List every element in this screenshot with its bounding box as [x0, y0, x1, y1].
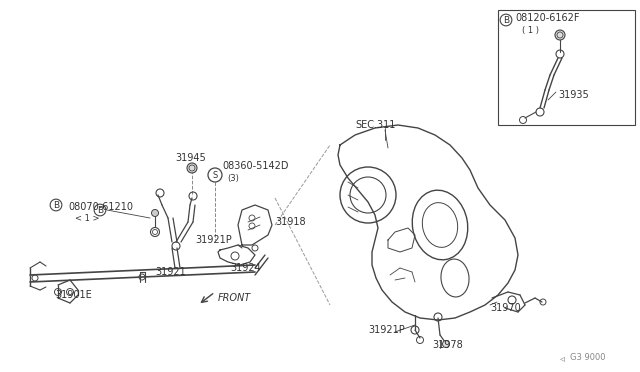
Circle shape: [187, 163, 197, 173]
Text: 31901E: 31901E: [55, 290, 92, 300]
Text: ( 1 ): ( 1 ): [522, 26, 539, 35]
Text: 31918: 31918: [275, 217, 306, 227]
Text: 31935: 31935: [558, 90, 589, 100]
Text: ◃: ◃: [560, 353, 565, 363]
Circle shape: [442, 340, 449, 347]
Text: 31945: 31945: [175, 153, 205, 163]
Text: G3 9000: G3 9000: [570, 353, 605, 362]
Text: 31921P: 31921P: [368, 325, 404, 335]
Text: FRONT: FRONT: [218, 293, 252, 303]
Text: 08360-5142D: 08360-5142D: [222, 161, 289, 171]
Text: (3): (3): [227, 173, 239, 183]
Text: 31921: 31921: [155, 267, 186, 277]
Circle shape: [555, 30, 565, 40]
Text: 08120-6162F: 08120-6162F: [515, 13, 579, 23]
Circle shape: [152, 209, 159, 217]
Text: 31921P: 31921P: [195, 235, 232, 245]
Text: S: S: [212, 170, 218, 180]
Text: 31978: 31978: [432, 340, 463, 350]
Text: 31924: 31924: [230, 263, 260, 273]
Bar: [498, 10, 635, 125]
Text: B: B: [97, 205, 103, 215]
Text: 08070-61210: 08070-61210: [68, 202, 133, 212]
Text: B: B: [53, 201, 59, 209]
Text: < 1 >: < 1 >: [75, 214, 99, 222]
Text: SEC.311: SEC.311: [355, 120, 396, 130]
Text: B: B: [503, 16, 509, 25]
Text: 31970: 31970: [490, 303, 521, 313]
Text: B: B: [53, 201, 59, 209]
